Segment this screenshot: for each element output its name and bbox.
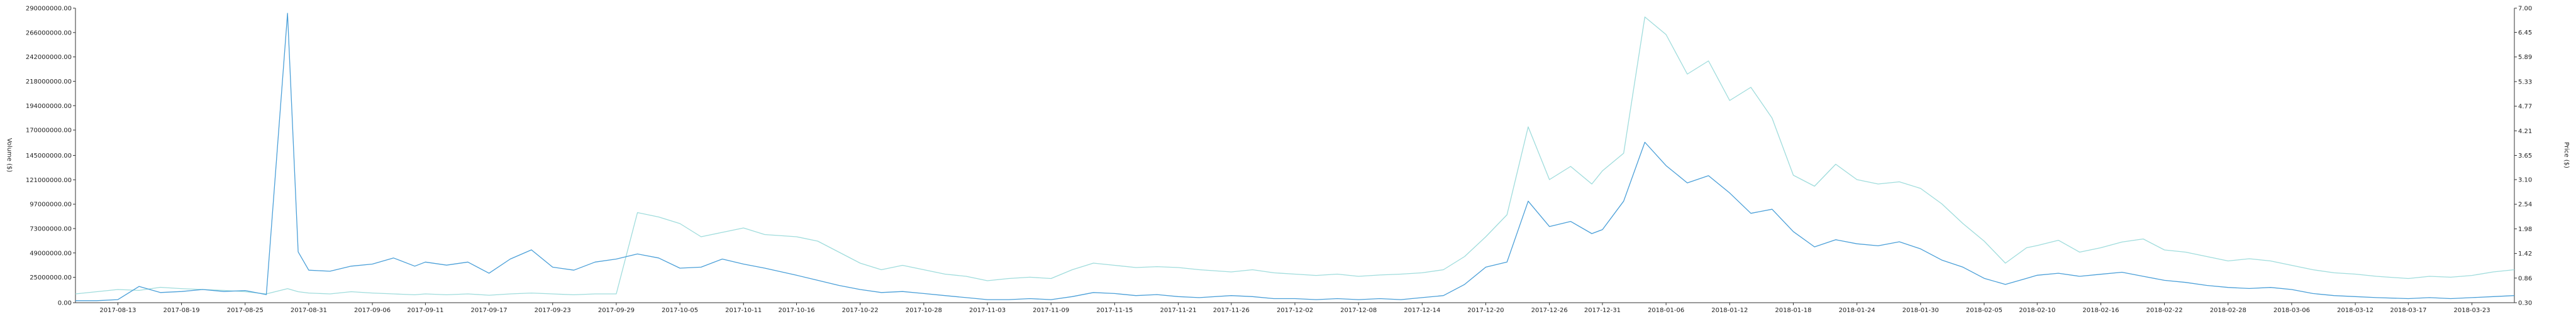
y-right-tick-label: 5.33 [2518, 78, 2532, 85]
x-tick-label: 2017-11-26 [1213, 307, 1250, 314]
y-left-tick-label: 0.00 [58, 300, 72, 307]
x-tick-label: 2018-03-17 [2390, 307, 2426, 314]
volume-series-line [75, 13, 2515, 301]
y-left-tick-label: 73000000.00 [30, 225, 72, 232]
x-tick-label: 2017-12-31 [1584, 307, 1621, 314]
x-tick-label: 2018-01-06 [1648, 307, 1684, 314]
x-tick-label: 2017-09-23 [535, 307, 571, 314]
y-left-tick-label: 194000000.00 [26, 103, 72, 110]
y-left-tick-label: 242000000.00 [26, 54, 72, 61]
x-tick-label: 2018-01-12 [1711, 307, 1748, 314]
axes-group [75, 8, 2515, 303]
y-left-axis-title: Volume ($) [6, 138, 13, 173]
x-tick-label: 2017-08-31 [291, 307, 327, 314]
x-tick-label: 2018-03-06 [2273, 307, 2310, 314]
x-tick-label: 2018-02-10 [2019, 307, 2055, 314]
x-tick-label: 2017-12-08 [1340, 307, 1377, 314]
x-tick-label: 2017-09-11 [407, 307, 443, 314]
x-tick-label: 2017-12-26 [1531, 307, 1568, 314]
y-left-tick-label: 145000000.00 [26, 153, 72, 160]
x-tick-label: 2018-03-12 [2337, 307, 2373, 314]
x-tick-label: 2018-01-18 [1775, 307, 1811, 314]
x-tick-label: 2017-08-25 [227, 307, 264, 314]
x-tick-label: 2018-02-22 [2146, 307, 2183, 314]
y-left-tick-label: 218000000.00 [26, 78, 72, 85]
y-right-tick-label: 4.21 [2518, 128, 2532, 135]
y-right-tick-label: 0.86 [2518, 275, 2532, 282]
x-tick-label: 2018-01-24 [1839, 307, 1875, 314]
x-tick-label: 2017-10-05 [662, 307, 698, 314]
x-tick-label: 2017-10-11 [725, 307, 762, 314]
y-left-tick-label: 170000000.00 [26, 127, 72, 134]
y-right-tick-label: 7.00 [2518, 6, 2532, 13]
y-right-tick-label: 1.42 [2518, 251, 2532, 257]
x-tick-label: 2017-11-03 [969, 307, 1006, 314]
y-left-ticks: 0.00 25000000.00 49000000.00 73000000.00 970… [26, 6, 75, 307]
y-left-tick-label: 290000000.00 [26, 6, 72, 13]
x-tick-label: 2017-12-20 [1467, 307, 1504, 314]
x-tick-label: 2017-08-19 [164, 307, 200, 314]
y-right-tick-label: 3.10 [2518, 177, 2532, 184]
y-left-tick-label: 121000000.00 [26, 177, 72, 184]
x-tick-label: 2017-10-16 [778, 307, 814, 314]
y-right-tick-label: 2.54 [2518, 202, 2532, 208]
x-tick-label: 2017-08-13 [99, 307, 136, 314]
y-left-tick-label: 25000000.00 [30, 274, 72, 281]
x-tick-label: 2017-09-06 [354, 307, 391, 314]
x-tick-label: 2017-12-14 [1404, 307, 1440, 314]
y-right-tick-label: 4.77 [2518, 104, 2532, 111]
x-tick-label: 2018-02-16 [2082, 307, 2119, 314]
x-tick-label: 2017-12-02 [1277, 307, 1313, 314]
x-tick-label: 2017-10-28 [906, 307, 942, 314]
x-ticks: 2017-08-13 2017-08-19 2017-08-25 2017-08-31… [99, 303, 2490, 314]
x-tick-label: 2018-02-05 [1966, 307, 2002, 314]
y-left-tick-label: 266000000.00 [26, 30, 72, 36]
x-tick-label: 2018-02-28 [2210, 307, 2246, 314]
series-layer [75, 13, 2515, 301]
x-tick-label: 2017-09-17 [471, 307, 508, 314]
x-tick-label: 2017-11-09 [1033, 307, 1069, 314]
y-left-tick-label: 97000000.00 [30, 202, 72, 208]
y-left-tick-label: 49000000.00 [30, 250, 72, 257]
y-right-tick-label: 3.65 [2518, 153, 2532, 160]
x-tick-label: 2017-10-22 [842, 307, 879, 314]
x-tick-label: 2017-11-21 [1160, 307, 1196, 314]
y-right-tick-label: 5.89 [2518, 54, 2532, 61]
x-tick-label: 2018-03-23 [2453, 307, 2490, 314]
y-right-ticks: 0.30 0.86 1.42 1.98 2.54 3.10 3.65 4.21 4.77 5.33… [2514, 6, 2532, 307]
x-tick-label: 2017-09-29 [598, 307, 635, 314]
y-right-axis-title: Price ($) [2563, 142, 2570, 168]
y-right-tick-label: 6.45 [2518, 30, 2532, 36]
y-right-tick-label: 0.30 [2518, 300, 2532, 307]
x-tick-label: 2018-01-30 [1902, 307, 1939, 314]
y-right-tick-label: 1.98 [2518, 226, 2532, 233]
x-tick-label: 2017-11-15 [1096, 307, 1133, 314]
price-series-line [75, 16, 2515, 296]
